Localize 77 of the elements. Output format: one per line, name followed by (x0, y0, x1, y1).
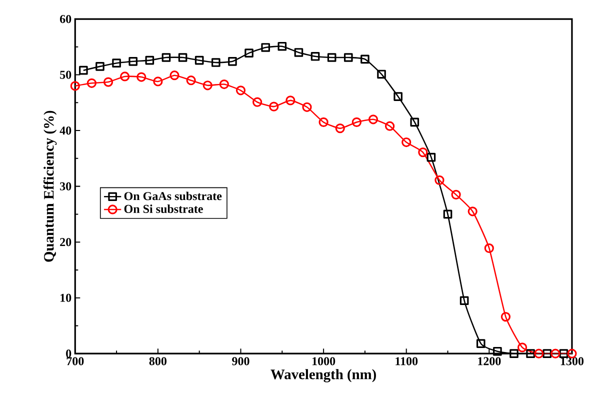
point (510, 349, 518, 358)
point (310, 52, 320, 61)
point (534, 348, 544, 359)
y-axis-title: Quantum Efficiency (%) (43, 110, 57, 262)
point (526, 349, 535, 358)
point (426, 153, 436, 162)
point (96, 62, 104, 71)
y-tick-label: 20 (60, 238, 72, 246)
point (170, 70, 180, 80)
point (335, 124, 345, 134)
point (120, 72, 130, 82)
point (128, 57, 138, 66)
point (384, 121, 395, 132)
point (211, 58, 220, 68)
point (228, 57, 237, 66)
point (476, 339, 486, 348)
point (410, 118, 420, 127)
point (261, 43, 270, 52)
legend-label: On GaAs substrate (124, 192, 222, 200)
point (493, 347, 502, 356)
point (542, 349, 552, 358)
point (145, 56, 154, 65)
point (368, 114, 378, 124)
point (112, 58, 121, 68)
point (269, 102, 279, 112)
x-axis-title: Wavelength (nm) (270, 369, 376, 382)
point (236, 86, 246, 96)
x-tick-label: 1300 (560, 357, 584, 366)
x-tick-label: 900 (232, 357, 250, 366)
point (394, 92, 402, 102)
y-tick-label: 10 (60, 294, 72, 302)
point (302, 102, 312, 112)
point (327, 53, 336, 62)
point (402, 138, 412, 148)
point (278, 42, 287, 51)
x-tick-label: 1200 (478, 357, 501, 366)
point (344, 53, 353, 62)
point (418, 148, 428, 158)
point (434, 176, 444, 186)
point (294, 48, 304, 58)
point (460, 296, 469, 306)
x-tick-label: 800 (149, 357, 166, 366)
point (186, 76, 196, 86)
point (70, 81, 80, 91)
point (194, 56, 204, 65)
point (451, 190, 461, 200)
point (286, 96, 296, 106)
point (377, 70, 386, 79)
y-tick-label: 50 (60, 70, 72, 79)
point (360, 54, 370, 64)
point (443, 210, 452, 219)
point (517, 342, 528, 352)
point (153, 76, 163, 86)
point (103, 77, 114, 88)
point (219, 80, 229, 90)
x-tick-label: 700 (66, 357, 84, 366)
point (202, 80, 212, 90)
point (318, 118, 328, 128)
y-tick-label: 30 (60, 182, 72, 191)
point (86, 78, 97, 88)
y-tick-label: 40 (60, 126, 72, 135)
point (468, 206, 478, 216)
x-tick-label: 1000 (312, 357, 336, 366)
point (162, 53, 171, 62)
point (79, 66, 88, 75)
y-tick-label: 0 (66, 350, 72, 358)
legend-label: On Si substrate (124, 204, 203, 214)
point (550, 348, 560, 359)
y-tick-label: 60 (60, 15, 72, 24)
point (484, 244, 494, 254)
point (352, 118, 362, 128)
x-tick-label: 1100 (396, 357, 418, 366)
point (252, 97, 262, 108)
point (136, 72, 146, 82)
point (178, 53, 188, 62)
point (244, 48, 254, 58)
point (500, 312, 511, 322)
